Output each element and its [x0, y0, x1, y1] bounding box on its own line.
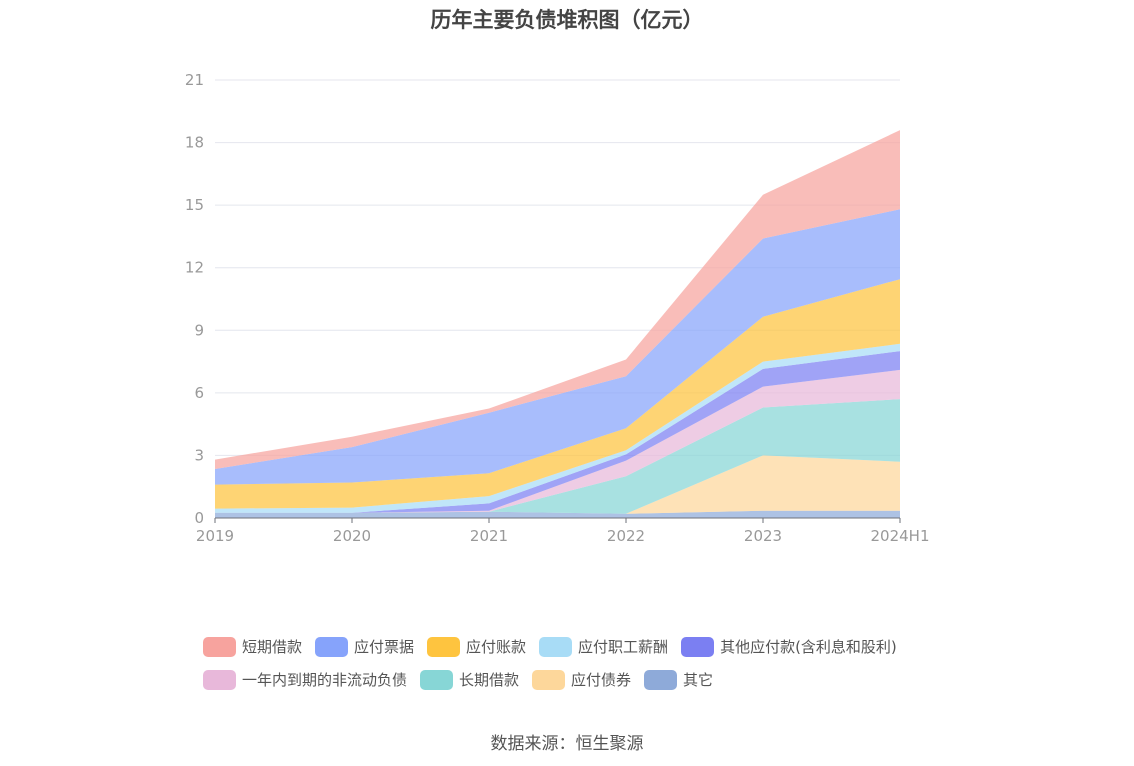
- legend-item[interactable]: 一年内到期的非流动负债: [203, 669, 407, 690]
- area-series-其它[interactable]: [215, 510, 900, 518]
- legend-label: 短期借款: [242, 638, 303, 656]
- area-series-其他应付款(含利息和股利)[interactable]: [215, 351, 900, 513]
- chart-title: 历年主要负债堆积图（亿元）: [430, 8, 704, 32]
- legend-label: 应付账款: [466, 638, 527, 656]
- legend-row: 一年内到期的非流动负债 长期借款 应付债券 其它: [203, 663, 983, 696]
- x-tick-label: 2020: [333, 527, 371, 545]
- area-series-一年内到期的非流动负债[interactable]: [215, 369, 900, 513]
- legend-item[interactable]: 长期借款: [420, 669, 519, 690]
- y-tick-label: 9: [194, 321, 204, 339]
- area-series: [215, 130, 900, 518]
- legend-item[interactable]: 应付账款: [427, 636, 526, 657]
- area-series-应付职工薪酬[interactable]: [215, 343, 900, 513]
- x-tick-label: 2024H1: [871, 527, 930, 545]
- legend-label: 长期借款: [459, 671, 520, 689]
- legend-swatch: [532, 669, 566, 690]
- legend-swatch: [427, 636, 461, 657]
- legend-label: 应付债券: [571, 671, 632, 689]
- legend-item[interactable]: 其它: [644, 669, 713, 690]
- y-tick-label: 3: [194, 446, 204, 464]
- legend-label: 其他应付款(含利息和股利): [720, 638, 897, 656]
- axes: 0 3 6 9 12 15 18 21 2019 2020 2021 2022 2023 2024H1: [185, 71, 930, 545]
- area-series-长期借款[interactable]: [215, 399, 900, 514]
- y-tick-label: 21: [185, 71, 204, 89]
- legend-swatch: [539, 636, 573, 657]
- legend: 短期借款 应付票据 应付账款 应付职工薪酬 其他应付款(含利息和股利) 一年内到期的非流…: [203, 630, 983, 696]
- x-tick-label: 2022: [607, 527, 645, 545]
- y-tick-label: 6: [194, 384, 204, 402]
- legend-row: 短期借款 应付票据 应付账款 应付职工薪酬 其他应付款(含利息和股利): [203, 630, 983, 663]
- area-series-应付债券[interactable]: [215, 455, 900, 514]
- source-note: 数据来源：恒生聚源: [490, 734, 644, 754]
- legend-swatch: [203, 669, 236, 690]
- legend-item[interactable]: 应付职工薪酬: [539, 636, 668, 657]
- legend-item[interactable]: 应付票据: [315, 636, 414, 657]
- legend-item[interactable]: 应付债券: [532, 669, 631, 690]
- y-tick-label: 0: [194, 509, 204, 527]
- legend-label: 其它: [683, 671, 714, 689]
- y-tick-label: 18: [185, 134, 204, 152]
- x-tick-label: 2019: [196, 527, 234, 545]
- legend-item[interactable]: 其他应付款(含利息和股利): [681, 636, 897, 657]
- y-tick-label: 15: [185, 196, 204, 214]
- area-series-应付票据[interactable]: [215, 209, 900, 485]
- legend-swatch: [315, 636, 349, 657]
- legend-swatch: [644, 669, 678, 690]
- legend-swatch: [681, 636, 715, 657]
- y-tick-label: 12: [185, 259, 204, 277]
- legend-label: 一年内到期的非流动负债: [242, 671, 408, 689]
- area-series-短期借款[interactable]: [215, 130, 900, 469]
- legend-swatch: [203, 636, 236, 657]
- x-tick-label: 2023: [744, 527, 782, 545]
- legend-label: 应付票据: [354, 638, 415, 656]
- stacked-area-chart: 0 3 6 9 12 15 18 21 2019 2020 2021 2022 2023 2024H1: [185, 71, 930, 545]
- legend-label: 应付职工薪酬: [578, 638, 669, 656]
- x-tick-label: 2021: [470, 527, 508, 545]
- legend-swatch: [420, 669, 454, 690]
- area-series-应付账款[interactable]: [215, 279, 900, 509]
- legend-item[interactable]: 短期借款: [203, 636, 302, 657]
